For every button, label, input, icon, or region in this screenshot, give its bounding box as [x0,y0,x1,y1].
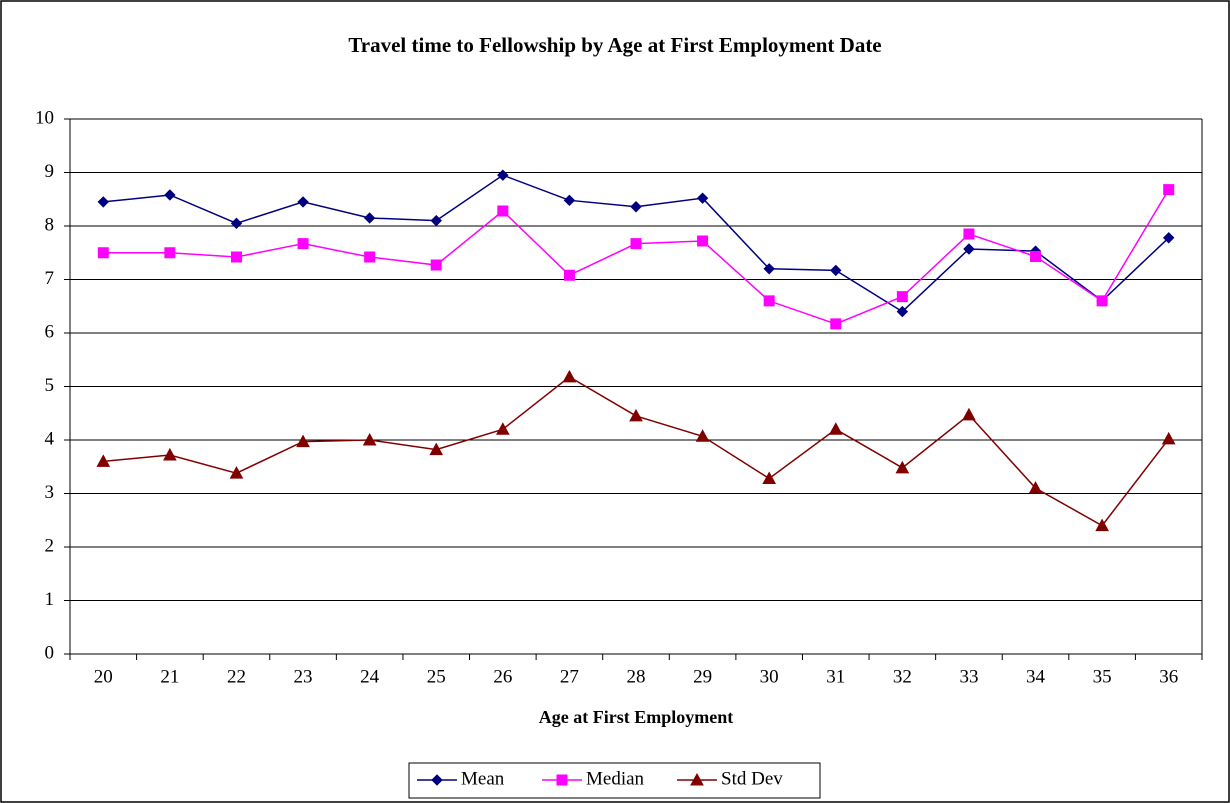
marker [1163,232,1175,244]
x-tick-label: 35 [1093,666,1112,687]
marker [563,269,575,281]
marker [97,196,110,208]
marker [96,454,111,467]
marker [229,466,244,479]
x-tick-label: 28 [627,666,646,687]
x-tick-label: 34 [1026,666,1046,687]
y-tick-label: 1 [45,589,55,610]
marker [763,263,775,275]
x-tick-label: 20 [94,666,113,687]
marker [830,264,842,277]
marker [230,251,242,263]
marker [630,238,642,250]
y-tick-label: 5 [45,375,55,396]
y-tick-label: 9 [45,161,55,182]
marker [763,295,775,307]
legend-box [408,762,821,799]
marker [697,235,709,247]
x-tick-label: 25 [427,666,446,687]
marker [963,228,975,240]
marker [896,291,908,303]
legend-label: Std Dev [721,768,783,789]
y-tick-label: 6 [45,321,55,342]
marker [363,212,376,224]
marker [430,214,442,227]
marker [297,196,309,208]
marker [563,194,576,207]
marker [630,201,642,213]
marker [97,247,109,259]
marker [696,192,709,204]
marker [495,422,510,435]
marker [1163,184,1175,196]
marker [562,369,577,383]
x-tick-label: 29 [693,666,712,687]
legend-label: Mean [461,768,505,789]
marker [230,217,243,230]
legend-marker [690,772,704,786]
marker [364,251,376,263]
marker [828,422,843,435]
x-tick-label: 26 [493,666,512,687]
x-tick-label: 24 [360,666,380,687]
marker [629,408,643,422]
marker [1161,431,1176,445]
marker [963,243,975,255]
x-tick-label: 21 [160,666,179,687]
marker [297,238,309,250]
y-tick-label: 3 [45,482,55,503]
marker [1028,481,1043,494]
marker [1095,518,1109,532]
marker [430,259,442,271]
legend-label: Median [586,768,645,789]
marker [164,247,176,259]
y-tick-label: 2 [45,535,55,556]
marker [429,442,444,456]
y-tick-label: 4 [45,428,55,449]
x-tick-label: 22 [227,666,246,687]
x-tick-label: 36 [1159,666,1178,687]
marker [296,434,310,448]
y-tick-label: 10 [35,107,54,128]
x-tick-label: 27 [560,666,579,687]
marker [163,447,177,461]
x-tick-label: 33 [959,666,978,687]
marker [962,407,976,421]
marker [497,169,509,181]
marker [497,205,509,217]
x-tick-label: 23 [294,666,313,687]
marker [1030,250,1042,262]
y-tick-label: 7 [45,268,55,289]
y-tick-label: 0 [45,642,55,663]
x-tick-label: 31 [826,666,845,687]
legend-marker [556,774,568,786]
x-tick-label: 32 [893,666,912,687]
legend-marker [431,774,443,786]
x-axis-title: Age at First Employment [539,707,733,727]
marker [695,429,710,442]
marker [362,432,377,446]
chart-title: Travel time to Fellowship by Age at Firs… [348,33,881,57]
y-tick-label: 8 [45,214,55,235]
marker [164,189,176,201]
marker [1096,295,1108,307]
marker [830,318,842,330]
marker [762,471,777,485]
marker [895,460,910,474]
marker [896,305,909,318]
x-tick-label: 30 [760,666,779,687]
